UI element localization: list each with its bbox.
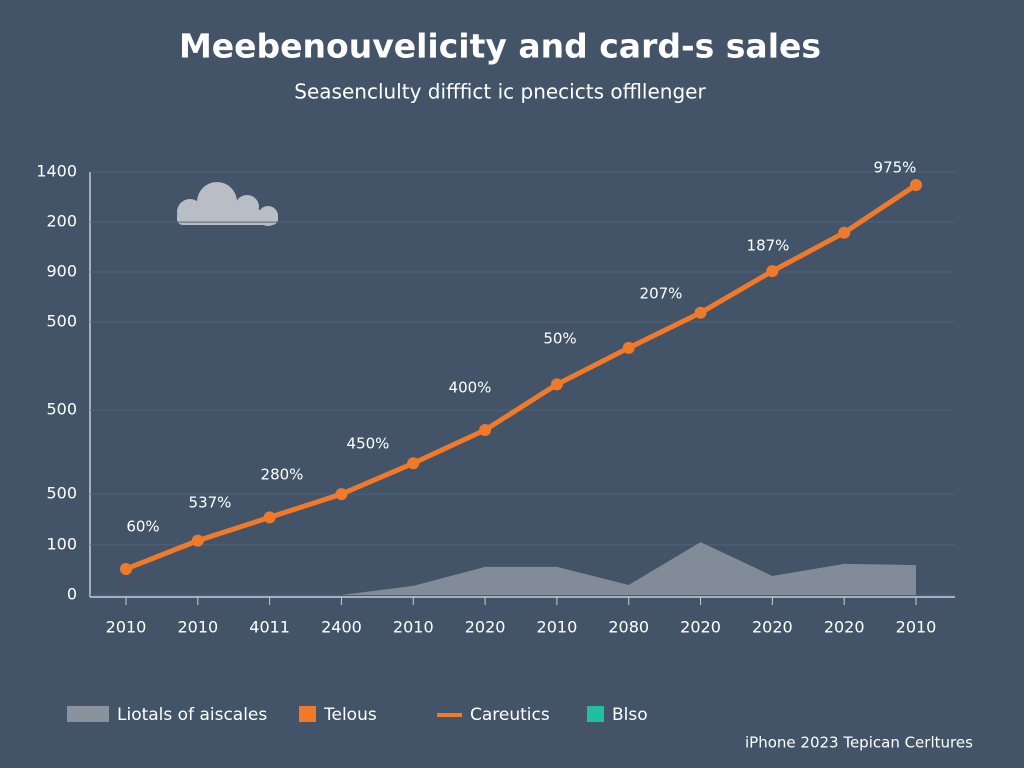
marker — [694, 306, 707, 319]
y-tick-label: 500 — [46, 311, 77, 330]
marker — [335, 488, 348, 501]
x-tick-label: 2010 — [537, 618, 578, 637]
y-tick-label: 1400 — [36, 162, 77, 181]
y-tick-label: 900 — [46, 262, 77, 281]
legend-swatch — [299, 706, 316, 722]
annotation: 280% — [261, 466, 304, 484]
marker — [550, 378, 563, 391]
x-tick-label: 2020 — [465, 618, 506, 637]
marker — [120, 563, 132, 576]
annotation: 50% — [543, 330, 576, 348]
marker — [263, 511, 276, 524]
y-tick-label: 500 — [46, 400, 77, 419]
x-tick-label: 2010 — [177, 618, 218, 637]
y-tick-label: 100 — [46, 534, 77, 553]
annotation: 60% — [126, 518, 159, 536]
legend-label: Blso — [612, 705, 648, 725]
annotation: 187% — [747, 237, 790, 255]
y-tick-label: 0 — [67, 585, 77, 604]
chart-title: Meebenouvelicity and card-s sales — [179, 27, 821, 66]
line — [123, 182, 919, 572]
x-tick-label: 2020 — [680, 618, 721, 637]
legend-swatch — [587, 706, 604, 722]
footer: iPhone 2023 Tepican Cerltures — [745, 734, 973, 752]
x-tick-label: 2010 — [393, 618, 434, 637]
x-tick-label: 2400 — [321, 618, 362, 637]
marker — [766, 265, 779, 278]
y-tick-label: 200 — [46, 212, 77, 231]
marker — [622, 341, 635, 354]
legend-swatch — [67, 706, 109, 722]
marker — [407, 457, 420, 470]
x-tick-label: 4011 — [249, 618, 290, 637]
annotation: 450% — [347, 435, 390, 453]
x-tick-label: 2020 — [824, 618, 865, 637]
marker — [479, 424, 492, 437]
cloud-icon — [177, 182, 278, 226]
area — [341, 542, 916, 595]
chart-subtitle: Seasenclulty difffict ic pnecicts offlle… — [294, 80, 706, 104]
legend-label: Telous — [323, 705, 377, 725]
marker — [910, 178, 922, 191]
annotation: 537% — [189, 494, 232, 512]
x-tick-label: 2080 — [608, 618, 649, 637]
annotation: 975% — [874, 159, 917, 177]
legend-label: Careutics — [470, 705, 550, 725]
x-tick-label: 2020 — [752, 618, 793, 637]
marker — [838, 226, 851, 239]
annotation: 400% — [449, 379, 492, 397]
y-tick-label: 500 — [46, 484, 77, 503]
x-tick-label: 2010 — [896, 618, 937, 637]
marker — [191, 534, 204, 547]
x-tick-label: 2010 — [106, 618, 147, 637]
legend-label: Liotals of aiscales — [117, 705, 267, 725]
annotation: 207% — [640, 285, 683, 303]
